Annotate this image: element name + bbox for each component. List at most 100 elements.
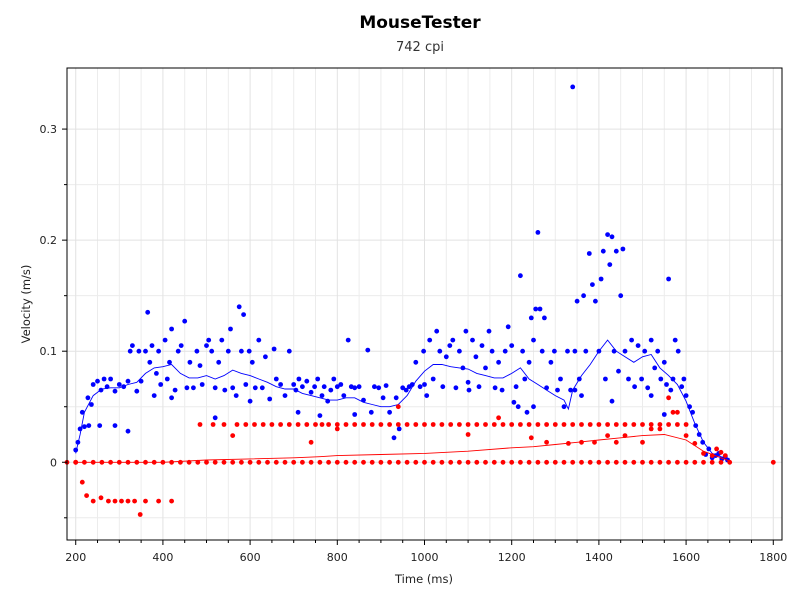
y-velocity-point <box>304 422 310 427</box>
x-velocity-point <box>145 309 151 315</box>
y-velocity-point <box>622 422 628 427</box>
x-velocity-point <box>583 348 589 354</box>
y-velocity-point <box>640 439 645 445</box>
y-velocity-point <box>692 459 698 465</box>
x-velocity-point <box>239 348 244 354</box>
y-velocity-point <box>483 422 488 427</box>
y-velocity-point <box>90 498 96 504</box>
x-velocity-point <box>531 337 536 343</box>
x-velocity-point <box>199 382 205 387</box>
x-velocity-point <box>576 376 582 382</box>
x-velocity-point <box>341 393 347 398</box>
x-velocity-point <box>524 409 530 415</box>
x-velocity-point <box>531 404 536 410</box>
x-velocity-point <box>661 412 667 417</box>
y-velocity-point <box>387 459 392 465</box>
x-velocity-point <box>520 348 525 354</box>
y-velocity-point <box>587 459 593 465</box>
x-velocity-point <box>466 387 472 393</box>
x-velocity-point <box>526 359 532 365</box>
y-velocity-point <box>718 459 724 465</box>
x-velocity-point <box>372 384 377 390</box>
y-velocity-point <box>605 422 610 427</box>
x-velocity-trend-line <box>75 339 730 460</box>
x-velocity-point <box>417 384 423 390</box>
y-velocity-point <box>666 459 671 465</box>
y-velocity-point <box>112 498 118 504</box>
x-velocity-point <box>518 273 523 279</box>
x-velocity-point <box>483 365 488 371</box>
x-velocity-point <box>162 337 168 343</box>
x-velocity-point <box>434 328 440 334</box>
y-velocity-point <box>709 459 715 465</box>
y-velocity-point <box>535 422 541 427</box>
x-velocity-point <box>535 230 541 235</box>
y-velocity-point <box>204 459 209 465</box>
y-velocity-point <box>465 432 471 437</box>
x-velocity-point <box>191 385 196 391</box>
x-velocity-point <box>228 326 233 332</box>
y-velocity-point <box>561 459 567 465</box>
y-velocity-point <box>727 459 733 465</box>
y-velocity-point <box>295 422 301 427</box>
x-velocity-point <box>82 424 87 430</box>
x-velocity-point <box>453 385 459 391</box>
y-velocity-point <box>234 422 240 427</box>
x-tick-label: 1800 <box>759 551 787 564</box>
x-velocity-point <box>169 326 175 332</box>
x-tick-label: 1400 <box>585 551 613 564</box>
x-velocity-point <box>143 348 148 354</box>
y-velocity-point <box>98 495 104 501</box>
x-velocity-point <box>368 409 374 415</box>
y-velocity-point <box>326 459 331 465</box>
x-velocity-point <box>629 337 634 343</box>
y-velocity-point <box>134 459 140 465</box>
y-velocity-point <box>300 459 305 465</box>
x-velocity-point <box>178 343 184 348</box>
y-velocity-point <box>108 459 113 465</box>
y-velocity-point <box>265 459 270 465</box>
y-velocity-point <box>343 422 349 427</box>
x-axis: 200 400 600 800 1000 1200 1400 1600 1800 <box>65 540 787 564</box>
chart-subtitle: 742 cpi <box>396 40 444 55</box>
x-velocity-point <box>79 409 85 415</box>
y-velocity-point <box>561 422 567 427</box>
x-velocity-point <box>607 262 613 267</box>
y-velocity-point <box>404 459 410 465</box>
y-velocity-point <box>640 422 645 427</box>
x-velocity-point <box>212 415 218 421</box>
x-velocity-point <box>579 393 584 398</box>
x-velocity-point <box>593 298 598 304</box>
y-velocity-point <box>592 439 597 445</box>
y-velocity-point <box>457 422 462 427</box>
x-velocity-point <box>568 387 573 393</box>
y-velocity-point <box>106 498 111 504</box>
x-velocity-point <box>683 393 689 398</box>
x-velocity-point <box>648 337 654 343</box>
x-velocity-point <box>175 348 181 354</box>
y-velocity-point <box>613 422 619 427</box>
y-velocity-point <box>195 459 201 465</box>
y-velocity-point <box>657 426 663 432</box>
x-velocity-point <box>422 382 427 387</box>
x-velocity-point <box>112 388 118 394</box>
y-velocity-point <box>552 459 558 465</box>
x-velocity-point <box>693 423 699 428</box>
x-velocity-point <box>356 384 362 390</box>
y-velocity-point <box>334 426 340 432</box>
y-velocity-point <box>718 449 724 455</box>
x-velocity-point <box>121 384 127 390</box>
x-velocity-point <box>233 393 239 398</box>
y-velocity-point <box>319 422 325 427</box>
y-velocity-point <box>291 459 297 465</box>
x-velocity-point <box>440 384 446 390</box>
y-velocity-point <box>518 459 523 465</box>
y-velocity-point <box>313 422 318 427</box>
y-velocity-point <box>675 409 680 415</box>
x-velocity-point <box>542 315 547 321</box>
x-velocity-point <box>681 376 687 382</box>
x-velocity-point <box>447 343 453 348</box>
y-velocity-point <box>631 459 637 465</box>
y-velocity-point <box>491 459 497 465</box>
y-velocity-point <box>430 459 436 465</box>
